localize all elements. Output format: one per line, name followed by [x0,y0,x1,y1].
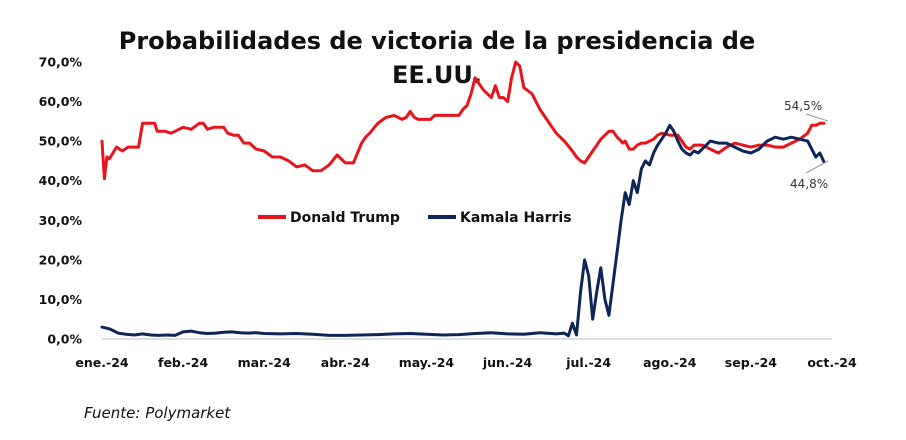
x-tick-label: mar.-24 [238,355,291,370]
series-layer [100,60,826,338]
x-tick-label: sep.-24 [725,355,777,370]
annotation-leader-trump [805,113,829,122]
x-tick-label: may.-24 [399,355,455,370]
series-line-trump [100,60,826,181]
annotation-harris: 44,8% [790,177,828,191]
legend-label-trump: Donald Trump [290,210,400,226]
y-tick-label: 10,0% [39,292,83,307]
x-tick-label: jun.-24 [482,355,533,370]
x-tick-label: jul.-24 [565,355,611,370]
x-tick-label: oct.-24 [807,355,857,370]
y-tick-label: 40,0% [39,173,83,188]
y-tick-label: 70,0% [39,55,83,70]
x-tick-label: abr.-24 [321,355,370,370]
x-tick-label: feb.-24 [158,355,208,370]
y-axis: 0,0% 10,0% 20,0% 30,0% 40,0% 50,0% 60,0% 70,0% [39,55,83,347]
annotations: 54,5% 44,8% [784,99,829,191]
y-tick-label: 60,0% [39,94,83,109]
x-axis: ene.-24 feb.-24 mar.-24 abr.-24 may.-24 jun.-… [75,355,857,370]
source-note: Fuente: Polymarket [84,404,231,422]
y-tick-label: 20,0% [39,252,83,267]
chart-title-line1: Probabilidades de victoria de la preside… [119,27,756,55]
y-tick-label: 30,0% [39,213,83,228]
x-tick-label: ene.-24 [75,355,128,370]
y-tick-label: 50,0% [39,134,83,149]
y-tick-label: 0,0% [47,332,82,347]
legend-label-harris: Kamala Harris [460,210,572,226]
chart-title-line2: EE.UU. [392,61,482,89]
annotation-trump: 54,5% [784,99,822,113]
legend: Donald Trump Kamala Harris [258,210,572,226]
series-line-harris [100,123,826,338]
x-tick-label: ago.-24 [643,355,697,370]
annotation-leader-harris [805,160,829,174]
